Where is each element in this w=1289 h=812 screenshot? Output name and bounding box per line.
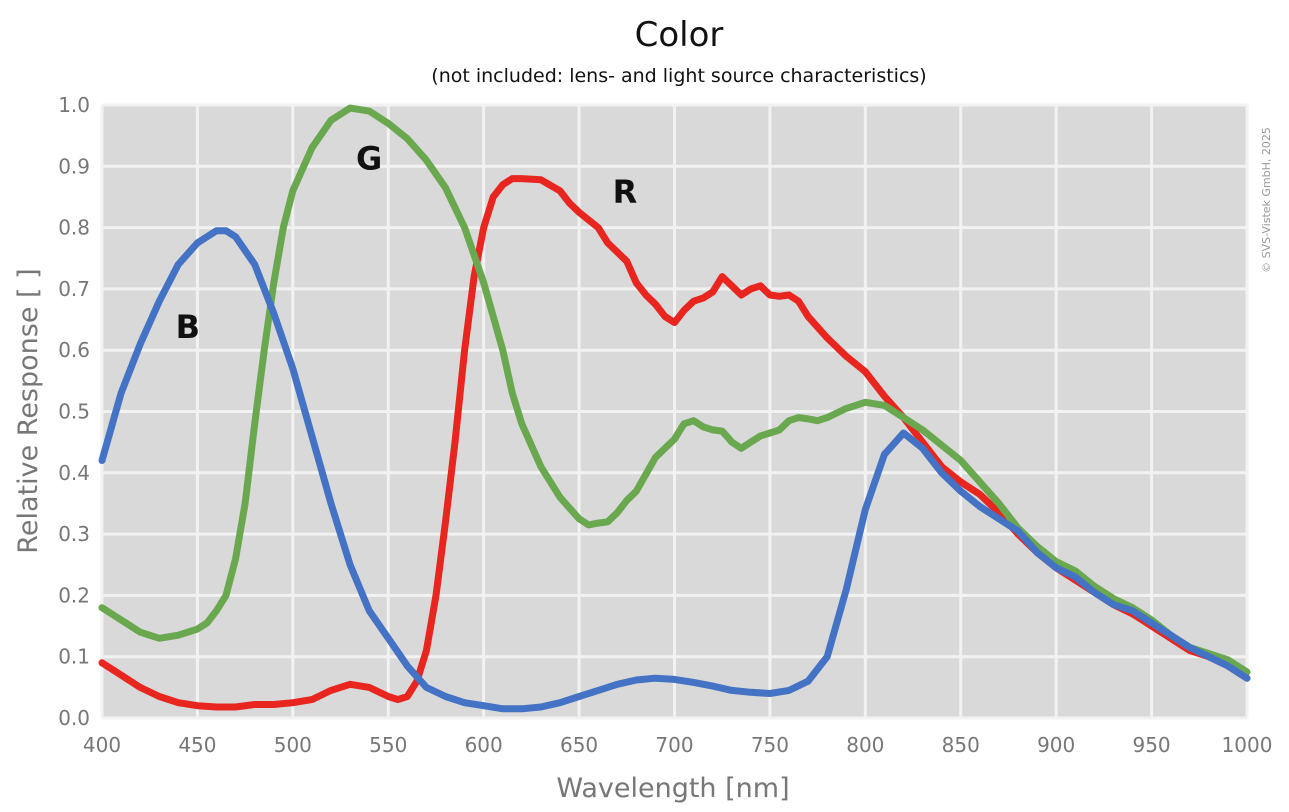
x-tick-label: 900 bbox=[1037, 733, 1075, 757]
y-tick-label: 0.3 bbox=[58, 522, 90, 546]
series-labels: R G B bbox=[176, 139, 638, 346]
grid bbox=[100, 103, 1249, 720]
x-tick-label: 550 bbox=[369, 733, 407, 757]
y-tick-label: 1.0 bbox=[58, 93, 90, 117]
y-tick-label: 0.4 bbox=[58, 461, 90, 485]
y-tick-label: 0.2 bbox=[58, 583, 90, 607]
y-axis-title: Relative Response [ ] bbox=[13, 268, 44, 553]
x-tick-label: 700 bbox=[655, 733, 693, 757]
x-axis-ticks: 400 450 500 550 600 650 700 750 800 850 900 950 1000 bbox=[83, 733, 1273, 757]
chart-title: Color bbox=[635, 15, 724, 55]
series-line-r bbox=[98, 175, 1251, 711]
y-tick-label: 0.7 bbox=[58, 277, 90, 301]
x-axis-title: Wavelength [nm] bbox=[556, 773, 789, 804]
series-label-b: B bbox=[176, 308, 200, 346]
x-tick-label: 850 bbox=[942, 733, 980, 757]
series-label-r: R bbox=[613, 173, 638, 211]
x-tick-label: 450 bbox=[178, 733, 216, 757]
y-tick-label: 0.9 bbox=[58, 154, 90, 178]
x-tick-label: 500 bbox=[274, 733, 312, 757]
x-tick-label: 750 bbox=[751, 733, 789, 757]
y-tick-label: 0.5 bbox=[58, 400, 90, 424]
y-tick-label: 0.1 bbox=[58, 645, 90, 669]
y-axis-ticks: 0.0 0.1 0.2 0.3 0.4 0.5 0.6 0.7 0.8 0.9 1.0 bbox=[58, 93, 90, 730]
series-label-g: G bbox=[356, 139, 382, 177]
y-tick-label: 0.0 bbox=[58, 706, 90, 730]
copyright-notice: © SVS-Vistek GmbH, 2025 bbox=[1260, 127, 1273, 273]
x-tick-label: 800 bbox=[846, 733, 884, 757]
series-group bbox=[98, 104, 1251, 713]
x-tick-label: 1000 bbox=[1222, 733, 1273, 757]
x-tick-label: 400 bbox=[83, 733, 121, 757]
x-tick-label: 600 bbox=[465, 733, 503, 757]
series-line-b bbox=[98, 227, 1251, 713]
x-tick-label: 950 bbox=[1132, 733, 1170, 757]
y-tick-label: 0.6 bbox=[58, 338, 90, 362]
y-tick-label: 0.8 bbox=[58, 216, 90, 240]
series-line-g bbox=[98, 104, 1251, 676]
x-tick-label: 650 bbox=[560, 733, 598, 757]
chart-subtitle: (not included: lens- and light source ch… bbox=[431, 65, 926, 87]
